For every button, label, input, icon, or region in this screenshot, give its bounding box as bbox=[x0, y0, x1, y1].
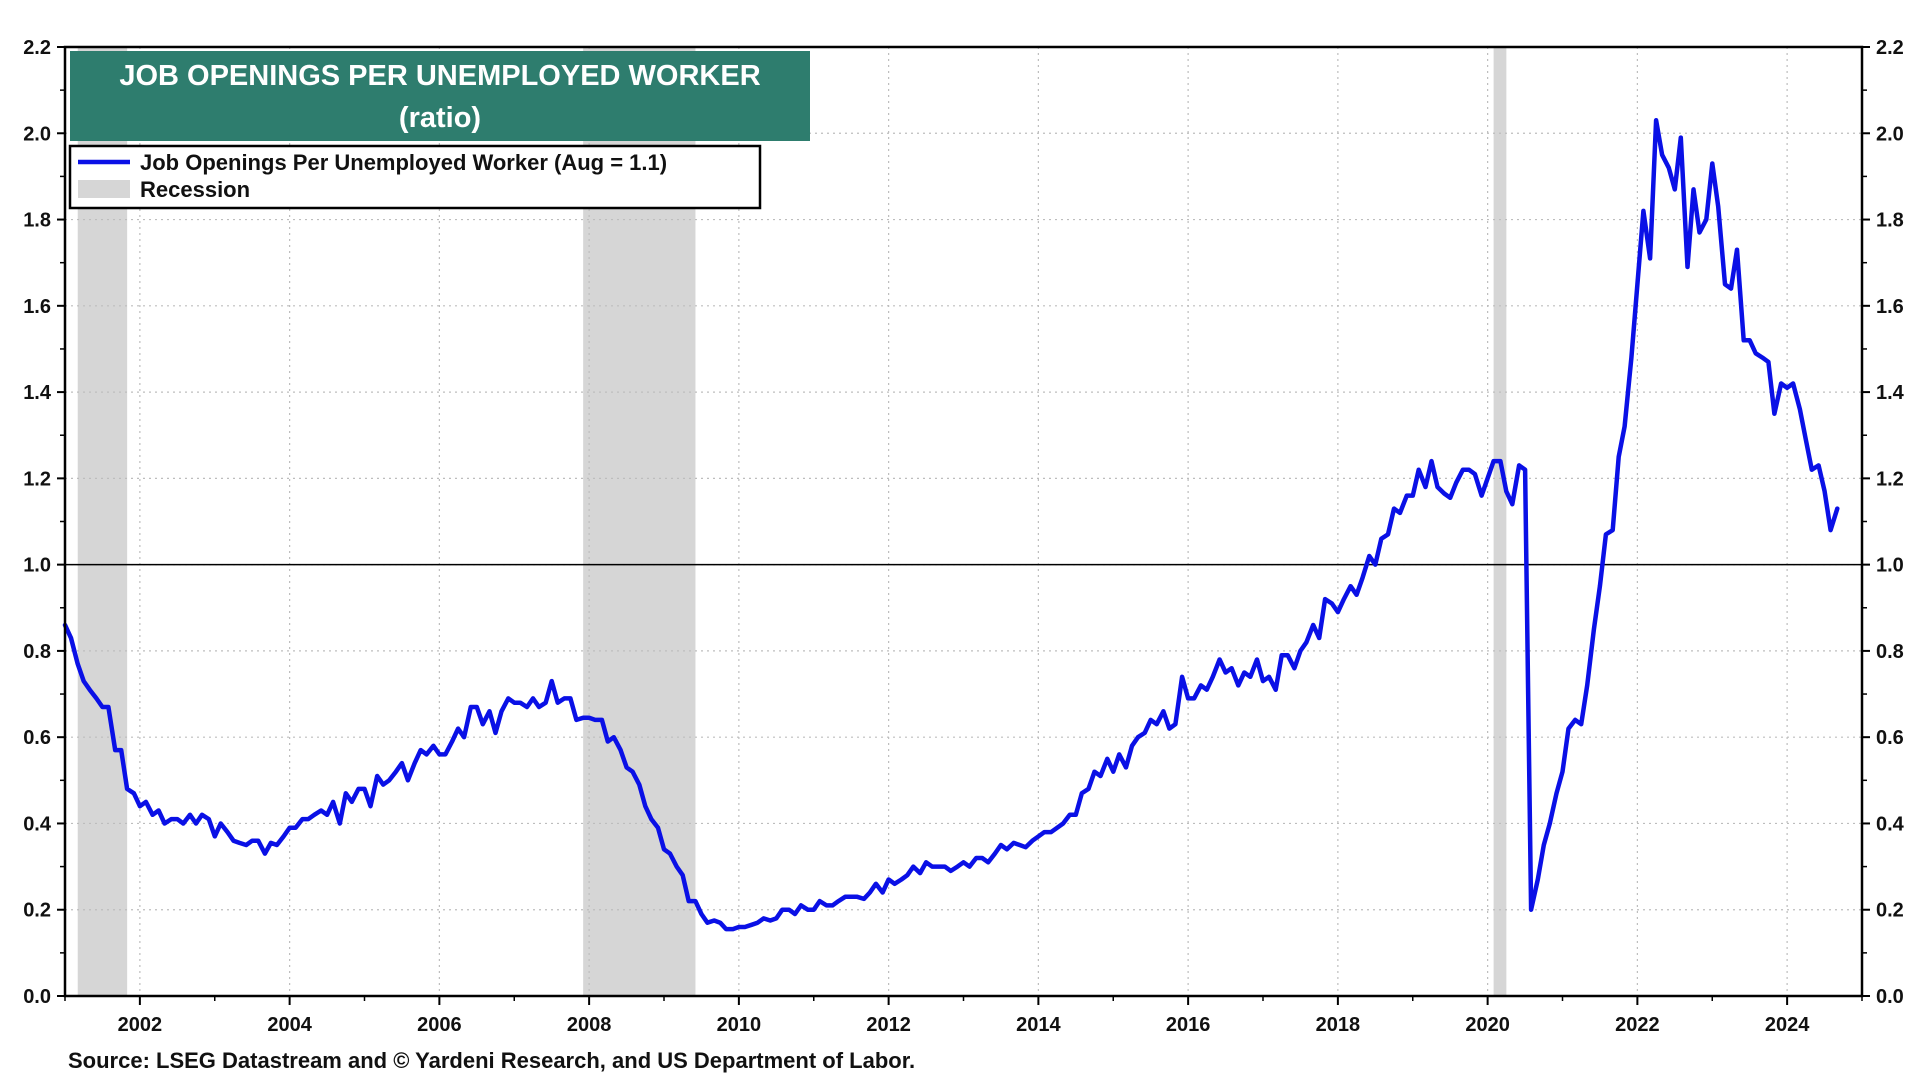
recession-band-2 bbox=[1493, 47, 1507, 996]
y-tick-label-right-2.0: 2.0 bbox=[1876, 123, 1904, 145]
legend-label-recession: Recession bbox=[140, 177, 250, 202]
y-tick-label-right-1.0: 1.0 bbox=[1876, 555, 1904, 577]
x-tick-label-2022: 2022 bbox=[1615, 1014, 1660, 1036]
y-tick-label-left-0.6: 0.6 bbox=[23, 727, 51, 749]
y-tick-label-right-0.4: 0.4 bbox=[1876, 813, 1905, 835]
y-tick-label-right-2.2: 2.2 bbox=[1876, 37, 1904, 59]
gridlines bbox=[65, 47, 1862, 996]
x-tick-label-2020: 2020 bbox=[1465, 1014, 1510, 1036]
legend-box bbox=[68, 144, 762, 210]
x-tick-label-2018: 2018 bbox=[1316, 1014, 1361, 1036]
legend-band-swatch bbox=[78, 180, 130, 198]
x-tick-label-2024: 2024 bbox=[1765, 1014, 1810, 1036]
x-tick-label-2004: 2004 bbox=[267, 1014, 312, 1036]
legend: Job Openings Per Unemployed Worker (Aug … bbox=[68, 144, 762, 210]
x-tick-label-2010: 2010 bbox=[717, 1014, 762, 1036]
y-tick-label-right-1.8: 1.8 bbox=[1876, 210, 1904, 232]
y-tick-label-left-2.2: 2.2 bbox=[23, 37, 51, 59]
axis-ticks: 0.0 0.0 0.2 0.2 0.4 0.4 0.6 0.6 0.8 0.8 1.0 1.0 1.2 1… bbox=[23, 37, 1904, 1036]
y-tick-label-left-1.2: 1.2 bbox=[23, 468, 51, 490]
source-note: Source: LSEG Datastream and © Yardeni Re… bbox=[68, 1048, 915, 1073]
x-tick-label-2002: 2002 bbox=[118, 1014, 163, 1036]
y-tick-label-right-0.6: 0.6 bbox=[1876, 727, 1904, 749]
x-tick-label-2012: 2012 bbox=[866, 1014, 911, 1036]
y-tick-label-left-1.6: 1.6 bbox=[23, 296, 51, 318]
series-layer bbox=[62, 118, 1840, 932]
y-tick-label-left-0.8: 0.8 bbox=[23, 641, 51, 663]
y-tick-label-left-2.0: 2.0 bbox=[23, 123, 51, 145]
chart-subtitle: (ratio) bbox=[399, 102, 481, 134]
y-tick-label-right-1.4: 1.4 bbox=[1876, 382, 1905, 404]
y-tick-label-left-1.4: 1.4 bbox=[23, 382, 52, 404]
y-tick-label-left-0.0: 0.0 bbox=[23, 986, 51, 1008]
y-tick-label-right-0.8: 0.8 bbox=[1876, 641, 1904, 663]
y-tick-label-right-0.2: 0.2 bbox=[1876, 900, 1904, 922]
x-tick-label-2006: 2006 bbox=[417, 1014, 462, 1036]
y-tick-label-left-0.4: 0.4 bbox=[23, 813, 52, 835]
y-tick-label-right-0.0: 0.0 bbox=[1876, 986, 1904, 1008]
legend-label-series: Job Openings Per Unemployed Worker (Aug … bbox=[140, 150, 667, 175]
y-tick-label-left-1.8: 1.8 bbox=[23, 210, 51, 232]
series-line-0 bbox=[62, 118, 1840, 932]
title-box bbox=[70, 51, 810, 141]
y-tick-label-left-0.2: 0.2 bbox=[23, 900, 51, 922]
y-tick-label-left-1.0: 1.0 bbox=[23, 555, 51, 577]
x-tick-label-2008: 2008 bbox=[567, 1014, 612, 1036]
y-tick-label-right-1.6: 1.6 bbox=[1876, 296, 1904, 318]
y-tick-label-right-1.2: 1.2 bbox=[1876, 468, 1904, 490]
chart-title: JOB OPENINGS PER UNEMPLOYED WORKER bbox=[119, 60, 760, 92]
x-tick-label-2014: 2014 bbox=[1016, 1014, 1061, 1036]
x-tick-label-2016: 2016 bbox=[1166, 1014, 1211, 1036]
